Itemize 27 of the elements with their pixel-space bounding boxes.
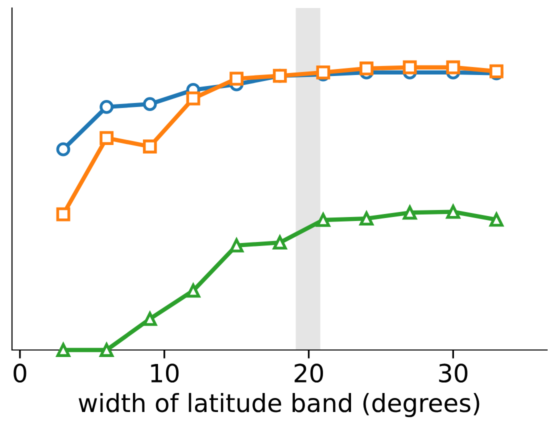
point	[56, 207, 70, 222]
point	[316, 213, 330, 227]
point	[230, 238, 244, 252]
point	[100, 100, 114, 114]
point	[142, 312, 157, 326]
point	[56, 142, 70, 156]
point	[446, 204, 460, 219]
point	[142, 140, 157, 154]
point	[100, 343, 114, 357]
point	[490, 212, 504, 227]
x-tick-label: 0	[14, 364, 26, 383]
x-tick-label: 30	[439, 364, 468, 383]
point	[360, 212, 374, 226]
point	[230, 72, 244, 86]
x-tick-label: 20	[294, 364, 323, 383]
point	[142, 97, 157, 112]
point	[360, 62, 374, 76]
x-axis-title: width of latitude band (degrees)	[78, 392, 480, 418]
point	[186, 284, 200, 298]
point	[272, 236, 287, 250]
point	[56, 343, 70, 357]
point	[446, 60, 460, 74]
point	[402, 206, 417, 220]
point	[402, 60, 417, 74]
x-tick-label: 10	[151, 364, 179, 383]
point	[100, 131, 114, 145]
point	[186, 92, 200, 106]
